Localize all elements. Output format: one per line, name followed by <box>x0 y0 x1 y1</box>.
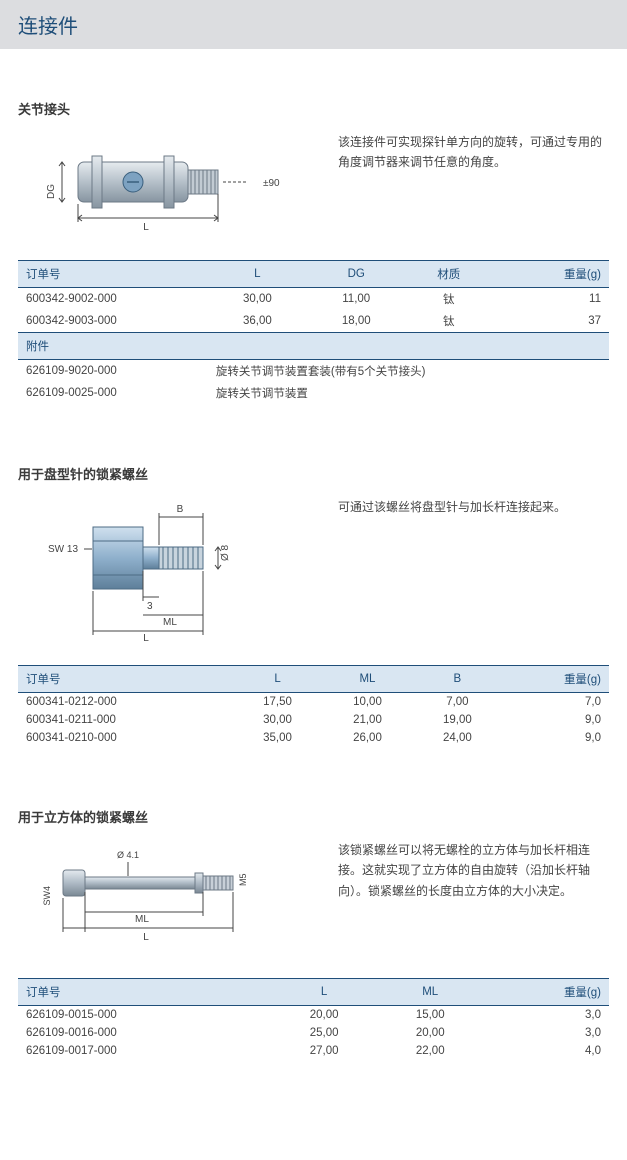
section-title: 用于盘型针的锁紧螺丝 <box>18 464 609 483</box>
dim-dg: DG <box>46 184 57 199</box>
accessories-header-row: 附件 <box>18 333 609 360</box>
table-row: 626109-0025-000 旋转关节调节装置 <box>18 382 609 404</box>
disc-screw-description: 可通过该螺丝将盘型针与加长杆连接起来。 <box>338 497 609 517</box>
section-cube-screw: 用于立方体的锁紧螺丝 <box>18 807 609 1060</box>
dim-gap: 3 <box>147 601 153 612</box>
section-joint: 关节接头 <box>18 99 609 404</box>
table-row: 600341-0211-000 30,00 21,00 19,00 9,0 <box>18 711 609 729</box>
page-header: 连接件 <box>0 0 627 49</box>
dim-sw: SW 13 <box>48 544 78 555</box>
table-row: 600341-0210-000 35,00 26,00 24,00 9,0 <box>18 729 609 747</box>
dim-angle: ±90 <box>263 178 280 189</box>
dim-l: L <box>143 222 149 233</box>
section-title: 关节接头 <box>18 99 609 118</box>
dim-ml: ML <box>163 617 177 628</box>
joint-diagram: DG L ±90 <box>18 132 318 242</box>
dim-sw: SW4 <box>42 886 52 906</box>
joint-table: 订单号 L DG 材质 重量(g) 600342-9002-000 30,00 … <box>18 260 609 404</box>
table-row: 600342-9003-000 36,00 18,00 钛 37 <box>18 310 609 333</box>
cube-screw-diagram: SW4 Ø 4.1 M5 ML L <box>18 840 318 960</box>
table-row: 626109-0015-000 20,00 15,00 3,0 <box>18 1006 609 1025</box>
dim-ml: ML <box>135 914 149 925</box>
table-row: 600342-9002-000 30,00 11,00 钛 11 <box>18 288 609 311</box>
disc-screw-diagram: SW 13 B Ø 8 3 <box>18 497 318 647</box>
section-title: 用于立方体的锁紧螺丝 <box>18 807 609 826</box>
table-row: 626109-0017-000 27,00 22,00 4,0 <box>18 1042 609 1060</box>
disc-screw-table: 订单号 L ML B 重量(g) 600341-0212-000 17,50 1… <box>18 665 609 747</box>
col: 材质 <box>406 261 492 288</box>
col: 订单号 <box>18 261 208 288</box>
joint-description: 该连接件可实现探针单方向的旋转，可通过专用的角度调节器来调节任意的角度。 <box>338 132 609 173</box>
dim-d8: Ø 8 <box>220 544 231 561</box>
table-row: 600341-0212-000 17,50 10,00 7,00 7,0 <box>18 693 609 712</box>
dim-l: L <box>143 932 149 943</box>
page-body: 关节接头 <box>0 49 627 1160</box>
dim-m5: M5 <box>238 873 248 886</box>
dim-l: L <box>143 633 149 644</box>
cube-screw-description: 该锁紧螺丝可以将无螺栓的立方体与加长杆相连接。这就实现了立方体的自由旋转（沿加长… <box>338 840 609 901</box>
cube-screw-table: 订单号 L ML 重量(g) 626109-0015-000 20,00 15,… <box>18 978 609 1060</box>
dim-d41: Ø 4.1 <box>117 850 139 860</box>
dim-b: B <box>177 504 184 515</box>
table-row: 626109-9020-000 旋转关节调节装置套装(带有5个关节接头) <box>18 360 609 383</box>
table-row: 626109-0016-000 25,00 20,00 3,0 <box>18 1024 609 1042</box>
page-title: 连接件 <box>18 16 78 38</box>
col: L <box>208 261 307 288</box>
section-disc-screw: 用于盘型针的锁紧螺丝 <box>18 464 609 747</box>
col: DG <box>307 261 406 288</box>
col: 重量(g) <box>492 261 609 288</box>
